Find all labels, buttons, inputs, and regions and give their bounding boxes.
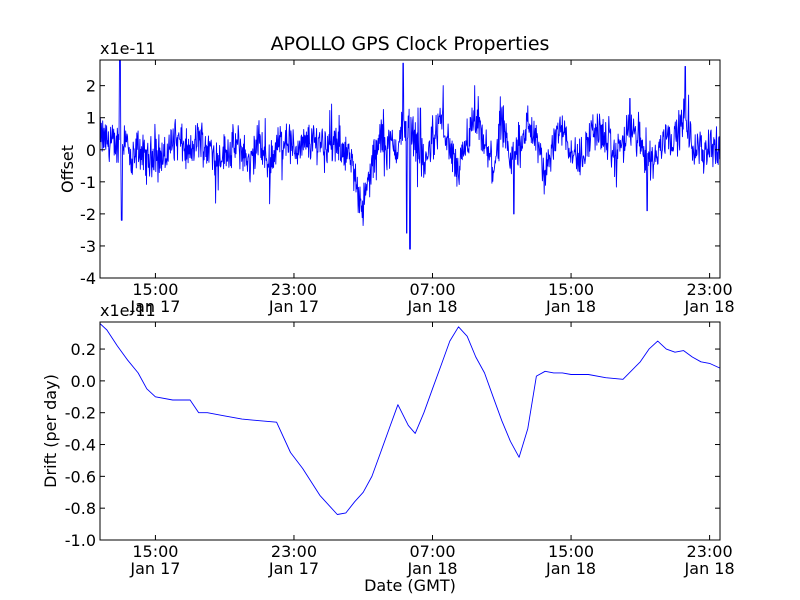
x-tick-date-label: Jan 18 — [545, 297, 596, 316]
drift-panel: x1e-11 Drift (per day) Date (GMT) -1.0 -0… — [41, 301, 735, 595]
x-tick-time-label: 23:00 — [271, 542, 317, 561]
x-tick-time-label: 23:00 — [271, 280, 317, 299]
offset-panel: APOLLO GPS Clock Properties x1e-11 Offse… — [58, 33, 735, 316]
offset-multiplier-label: x1e-11 — [100, 39, 156, 58]
y-tick-label: 1 — [86, 109, 96, 128]
y-tick-label: -0.4 — [65, 436, 96, 455]
x-tick-time-label: 15:00 — [132, 542, 178, 561]
y-tick-label: -4 — [80, 269, 96, 288]
offset-series — [99, 59, 721, 250]
chart-title: APOLLO GPS Clock Properties — [271, 33, 550, 55]
drift-series — [99, 323, 721, 515]
x-tick-time-label: 07:00 — [409, 542, 455, 561]
x-tick-date-label: Jan 18 — [545, 559, 596, 578]
y-ticks: -4 -3 -2 -1 0 1 2 — [80, 77, 720, 288]
y-ticks: -1.0 -0.8 -0.6 -0.4 -0.2 0.0 0.2 — [65, 340, 720, 550]
y-tick-label: -1.0 — [65, 531, 96, 550]
y-tick-label: 2 — [86, 77, 96, 96]
y-tick-label: -1 — [80, 173, 96, 192]
y-tick-label: -2 — [80, 205, 96, 224]
x-tick-time-label: 23:00 — [687, 280, 733, 299]
series-line-drift — [99, 323, 721, 515]
x-tick-date-label: Jan 18 — [406, 297, 457, 316]
x-tick-time-label: 15:00 — [132, 280, 178, 299]
x-tick-time-label: 23:00 — [687, 542, 733, 561]
y-tick-label: -0.2 — [65, 404, 96, 423]
x-tick-date-label: Jan 17 — [268, 559, 319, 578]
x-tick-time-label: 07:00 — [409, 280, 455, 299]
x-tick-time-label: 15:00 — [548, 280, 594, 299]
y-tick-label: 0.0 — [71, 372, 96, 391]
x-tick-date-label: Jan 17 — [268, 297, 319, 316]
y-axis-label: Offset — [58, 145, 77, 193]
x-tick-date-label: Jan 18 — [684, 559, 735, 578]
offset-multiplier-label: x1e-11 — [100, 301, 156, 320]
plot-frame — [99, 59, 721, 279]
x-axis-label: Date (GMT) — [364, 576, 456, 595]
x-tick-date-label: Jan 17 — [129, 297, 180, 316]
y-tick-label: -3 — [80, 237, 96, 256]
x-tick-date-label: Jan 18 — [406, 559, 457, 578]
x-tick-date-label: Jan 17 — [129, 559, 180, 578]
x-tick-time-label: 15:00 — [548, 542, 594, 561]
y-tick-label: 0.2 — [71, 340, 96, 359]
x-tick-date-label: Jan 18 — [684, 297, 735, 316]
y-tick-label: -0.8 — [65, 499, 96, 518]
y-axis-label: Drift (per day) — [41, 374, 60, 488]
y-tick-label: 0 — [86, 141, 96, 160]
y-tick-label: -0.6 — [65, 467, 96, 486]
series-line-offset — [99, 59, 721, 250]
plot-frame — [99, 321, 721, 541]
